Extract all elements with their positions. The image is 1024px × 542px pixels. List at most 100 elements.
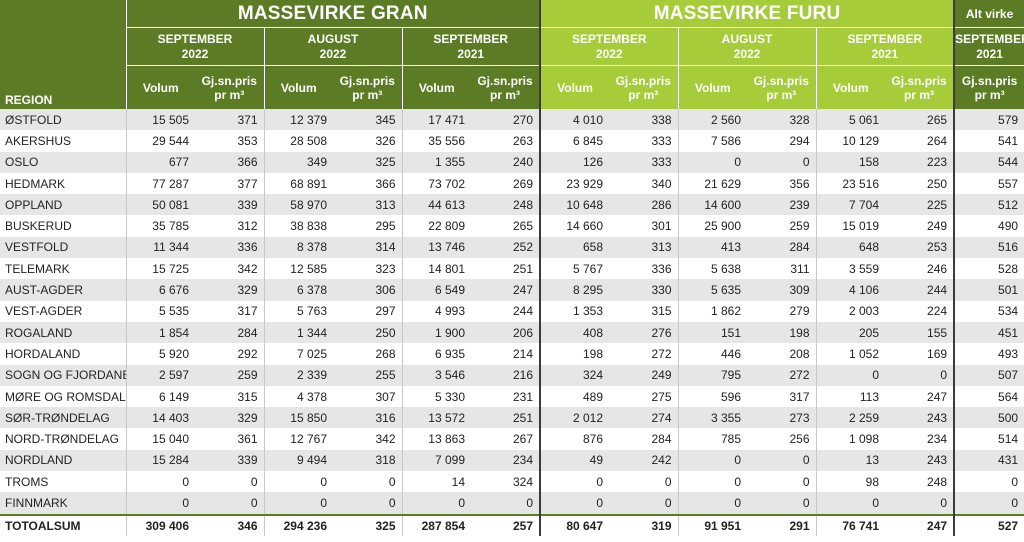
volum-cell: 113 (815, 385, 886, 408)
region-name: NORD-TRØNDELAG (0, 428, 126, 450)
price-cell: 514 (953, 428, 1024, 450)
price-cell: 338 (609, 109, 679, 131)
volum-cell: 446 (677, 343, 748, 365)
price-cell: 250 (885, 172, 955, 195)
price-cell: 224 (885, 300, 955, 322)
price-cell: 329 (195, 279, 264, 301)
furu-period-aug-2022: AUGUST 2022 (677, 27, 817, 66)
price-cell: 291 (747, 513, 817, 536)
price-cell: 356 (747, 172, 817, 195)
region-name: FINNMARK (0, 492, 126, 515)
gran-sep-2022-volum-header: Volum (125, 65, 195, 109)
price-cell: 275 (609, 385, 679, 408)
price-cell: 451 (953, 321, 1024, 344)
region-name: VEST-AGDER (0, 300, 126, 322)
volum-cell: 14 (401, 471, 471, 493)
volum-cell: 29 544 (125, 130, 195, 152)
region-name: SOGN OG FJORDANE (0, 364, 126, 386)
volum-cell: 50 081 (125, 194, 195, 216)
price-cell: 317 (747, 385, 817, 408)
volum-cell: 15 284 (125, 449, 195, 472)
furu-sep-2022-volum-header: Volum (539, 65, 610, 109)
price-cell: 342 (333, 428, 402, 450)
volum-cell: 76 741 (815, 513, 886, 536)
table-row: OPPLAND 50 081 339 58 970 313 44 613 248 10 648… (0, 194, 1024, 216)
price-cell: 0 (609, 471, 679, 493)
region-name: OSLO (0, 151, 126, 173)
price-cell: 317 (195, 300, 264, 322)
volum-cell: 1 900 (401, 321, 471, 344)
price-cell: 0 (747, 492, 817, 515)
volum-cell: 2 560 (677, 109, 748, 131)
volum-cell: 13 863 (401, 428, 471, 450)
table-row: HORDALAND 5 920 292 7 025 268 6 935 214 198 272 4… (0, 343, 1024, 365)
volum-cell: 7 025 (263, 343, 333, 365)
volum-cell: 2 597 (125, 364, 195, 386)
price-cell: 339 (195, 449, 264, 472)
volum-cell: 5 061 (815, 109, 886, 131)
volum-cell: 6 935 (401, 343, 471, 365)
price-cell: 325 (333, 151, 402, 173)
volum-cell: 14 801 (401, 258, 471, 280)
volum-cell: 49 (539, 449, 610, 472)
furu-group-title: MASSEVIRKE FURU (539, 0, 955, 28)
region-name: TOTOALSUM (0, 513, 126, 536)
price-cell: 214 (471, 343, 541, 365)
price-cell: 248 (471, 194, 541, 216)
region-name: NORDLAND (0, 449, 126, 472)
price-cell: 242 (609, 449, 679, 472)
price-cell: 0 (747, 471, 817, 493)
volum-cell: 22 809 (401, 215, 471, 237)
volum-cell: 2 339 (263, 364, 333, 386)
volum-cell: 287 854 (401, 513, 471, 536)
price-cell: 314 (333, 236, 402, 259)
gran-sep-2021-volum-header: Volum (401, 65, 471, 109)
volum-cell: 294 236 (263, 513, 333, 536)
price-cell: 307 (333, 385, 402, 408)
volum-cell: 9 494 (263, 449, 333, 472)
price-cell: 0 (195, 492, 264, 515)
furu-period-sep-2022: SEPTEMBER 2022 (539, 27, 679, 66)
volum-cell: 0 (263, 471, 333, 493)
region-name: MØRE OG ROMSDAL (0, 385, 126, 408)
volum-cell: 4 106 (815, 279, 886, 301)
furu-sep-2021-volum-header: Volum (815, 65, 886, 109)
price-cell: 544 (953, 151, 1024, 173)
price-cell: 342 (195, 258, 264, 280)
price-cell: 198 (747, 321, 817, 344)
price-cell: 541 (953, 130, 1024, 152)
volum-cell: 7 704 (815, 194, 886, 216)
price-cell: 512 (953, 194, 1024, 216)
region-name: BUSKERUD (0, 215, 126, 237)
volum-cell: 15 019 (815, 215, 886, 237)
table-row: TROMS 0 0 0 0 14 324 0 0 0 0 98 248 0 (0, 471, 1024, 493)
price-cell: 256 (747, 428, 817, 450)
table-row: ØSTFOLD 15 505 371 12 379 345 17 471 270 4 010 3… (0, 109, 1024, 131)
price-cell: 246 (885, 258, 955, 280)
volum-cell: 10 129 (815, 130, 886, 152)
price-cell: 0 (953, 471, 1024, 493)
volum-cell: 205 (815, 321, 886, 344)
volum-cell: 4 010 (539, 109, 610, 131)
price-cell: 169 (885, 343, 955, 365)
volum-cell: 35 785 (125, 215, 195, 237)
price-cell: 269 (471, 172, 541, 195)
volum-cell: 6 378 (263, 279, 333, 301)
volum-cell: 5 330 (401, 385, 471, 408)
price-cell: 295 (333, 215, 402, 237)
price-cell: 333 (609, 151, 679, 173)
alt-virke-pris-header: Gj.sn.pris pr m³ (953, 65, 1024, 109)
price-cell: 333 (609, 130, 679, 152)
price-cell: 328 (747, 109, 817, 131)
price-cell: 286 (609, 194, 679, 216)
price-cell: 361 (195, 428, 264, 450)
price-cell: 318 (333, 449, 402, 472)
price-cell: 353 (195, 130, 264, 152)
volum-cell: 876 (539, 428, 610, 450)
table-row: BUSKERUD 35 785 312 38 838 295 22 809 265 14 66… (0, 215, 1024, 237)
price-cell: 251 (471, 258, 541, 280)
volum-cell: 0 (677, 151, 748, 173)
price-cell: 243 (885, 449, 955, 472)
volum-cell: 6 676 (125, 279, 195, 301)
price-cell: 528 (953, 258, 1024, 280)
